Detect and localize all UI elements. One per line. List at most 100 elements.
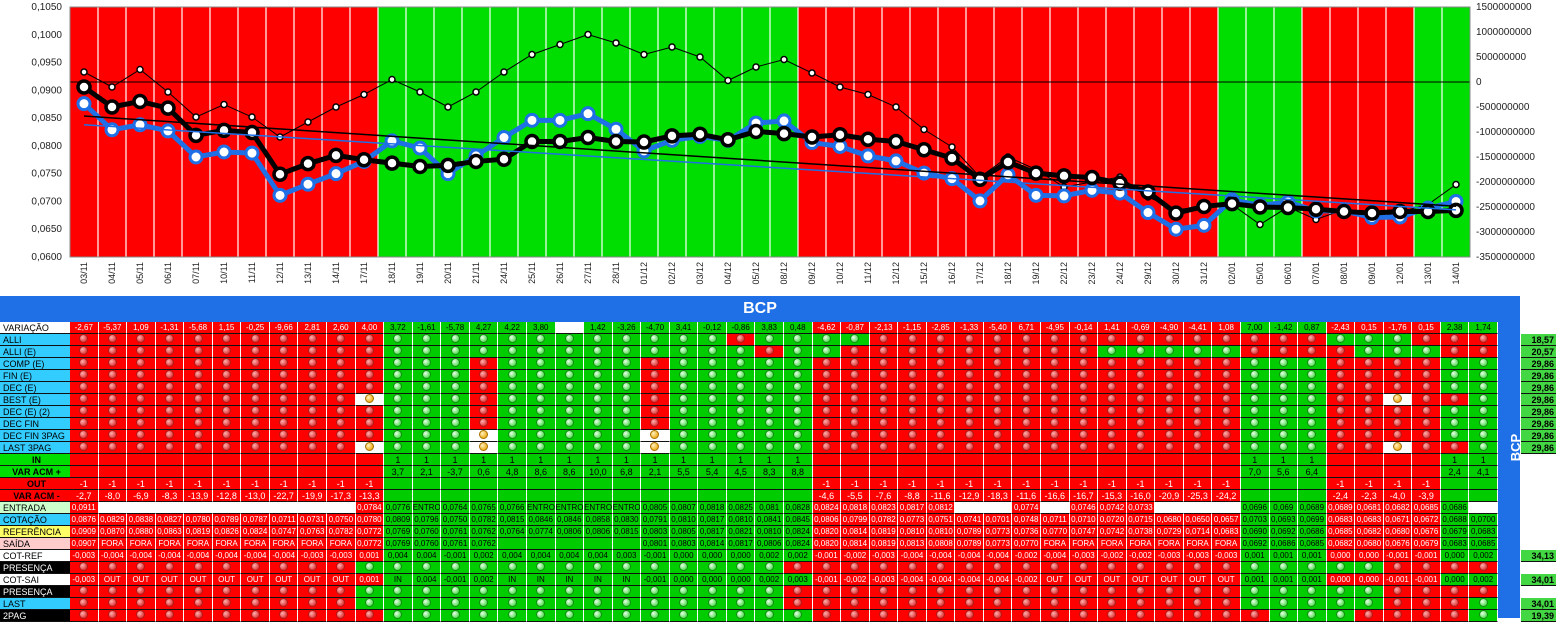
signal-dot-icon: [107, 418, 117, 428]
signal-dot-icon: [336, 346, 346, 356]
signal-cell: [1440, 442, 1470, 454]
signal-dot-icon: [650, 406, 660, 416]
row-label: DEC FIN 3PAG: [0, 430, 70, 442]
signal-cell: [269, 418, 299, 430]
signal-cell: [1440, 406, 1470, 418]
signal-cell: [1326, 430, 1356, 442]
signal-cell: [641, 358, 670, 370]
signal-dot-icon: [336, 394, 346, 404]
signal-cell: [1269, 598, 1299, 610]
signal-dot-icon: [1021, 382, 1031, 392]
series-blue-point: [216, 144, 232, 160]
signal-cell: [812, 610, 842, 622]
value-cell: 0,0764: [498, 526, 527, 538]
signal-cell: [841, 610, 870, 622]
value-cell: -1,15: [898, 322, 927, 334]
signal-dot-icon: [393, 346, 403, 356]
value-cell: -11,6: [1012, 490, 1042, 502]
signal-cell: [1069, 334, 1099, 346]
signal-dot-icon: [1421, 358, 1431, 368]
signal-cell: [98, 418, 128, 430]
value-cell: [469, 490, 499, 502]
signal-dot-icon: [250, 586, 260, 596]
signal-cell: [298, 394, 328, 406]
series-black-point: [1196, 198, 1212, 215]
value-cell: OUT: [1155, 574, 1184, 586]
signal-dot-icon: [107, 430, 117, 440]
signal-cell: [441, 382, 470, 394]
signal-cell: [98, 346, 128, 358]
signal-cell: [1440, 562, 1470, 574]
signal-dot-icon: [736, 346, 746, 356]
signal-cell: [1126, 334, 1156, 346]
signal-dot-icon: [707, 406, 717, 416]
value-cell: 0,0733: [1126, 502, 1156, 514]
signal-cell: [755, 406, 784, 418]
signal-dot-icon: [764, 610, 774, 620]
signal-cell: [269, 382, 299, 394]
signal-dot-icon: [164, 394, 174, 404]
x-tick-label: 19/11: [415, 262, 425, 284]
signal-cell: [327, 334, 356, 346]
signal-cell: [812, 346, 842, 358]
value-cell: [1183, 502, 1213, 514]
value-cell: [70, 466, 99, 478]
signal-cell: [926, 346, 956, 358]
signal-dot-icon: [650, 334, 660, 344]
signal-cell: [1041, 358, 1070, 370]
signal-dot-icon: [1078, 610, 1088, 620]
signal-dot-icon: [107, 586, 117, 596]
signal-cell: [327, 610, 356, 622]
signal-dot-icon: [564, 610, 574, 620]
signal-cell: [784, 430, 813, 442]
signal-dot-icon: [1335, 394, 1345, 404]
signal-dot-icon: [764, 346, 774, 356]
value-cell: [1269, 478, 1299, 490]
signal-dot-icon: [393, 418, 403, 428]
signal-dot-icon: [907, 358, 917, 368]
signal-cell: [641, 346, 670, 358]
signal-dot-icon: [1450, 430, 1460, 440]
signal-dot-icon: [1450, 370, 1460, 380]
signal-dot-icon: [850, 610, 860, 620]
signal-cell: [384, 598, 413, 610]
signal-dot-icon: [650, 394, 660, 404]
signal-dot-icon: [479, 334, 489, 344]
signal-cell: [412, 442, 442, 454]
signal-dot-icon: [1250, 442, 1260, 452]
signal-cell: [641, 586, 670, 598]
signal-cell: [441, 598, 470, 610]
value-cell: 0,0682: [1326, 538, 1356, 550]
value-cell: -0,004: [898, 574, 927, 586]
signal-cell: [327, 442, 356, 454]
background-band: [938, 7, 967, 257]
signal-dot-icon: [821, 358, 831, 368]
signal-cell: [926, 586, 956, 598]
signal-cell: [1412, 406, 1441, 418]
value-cell: 0,0808: [926, 538, 956, 550]
signal-dot-icon: [1278, 346, 1288, 356]
x-tick-label: 30/12: [1171, 262, 1181, 285]
signal-cell: [898, 346, 927, 358]
signal-dot-icon: [1393, 442, 1403, 452]
series-blue-point: [1168, 221, 1184, 237]
signal-cell: [1326, 586, 1356, 598]
signal-dot-icon: [450, 562, 460, 572]
value-cell: [441, 490, 470, 502]
series-right-point: [416, 88, 424, 96]
signal-dot-icon: [279, 334, 289, 344]
value-cell: 0,0680: [1155, 514, 1184, 526]
signal-dot-icon: [336, 586, 346, 596]
signal-dot-icon: [1164, 442, 1174, 452]
value-cell: 0,000: [1355, 550, 1384, 562]
signal-dot-icon: [1278, 610, 1288, 620]
signal-dot-icon: [79, 394, 89, 404]
signal-dot-icon: [536, 598, 546, 608]
signal-cell: [555, 382, 585, 394]
value-cell: 0,0703: [1240, 514, 1270, 526]
signal-cell: [1383, 382, 1413, 394]
signal-cell: [1155, 406, 1184, 418]
value-cell: -4,90: [1155, 322, 1184, 334]
signal-dot-icon: [1021, 346, 1031, 356]
value-cell: 0,000: [669, 550, 699, 562]
